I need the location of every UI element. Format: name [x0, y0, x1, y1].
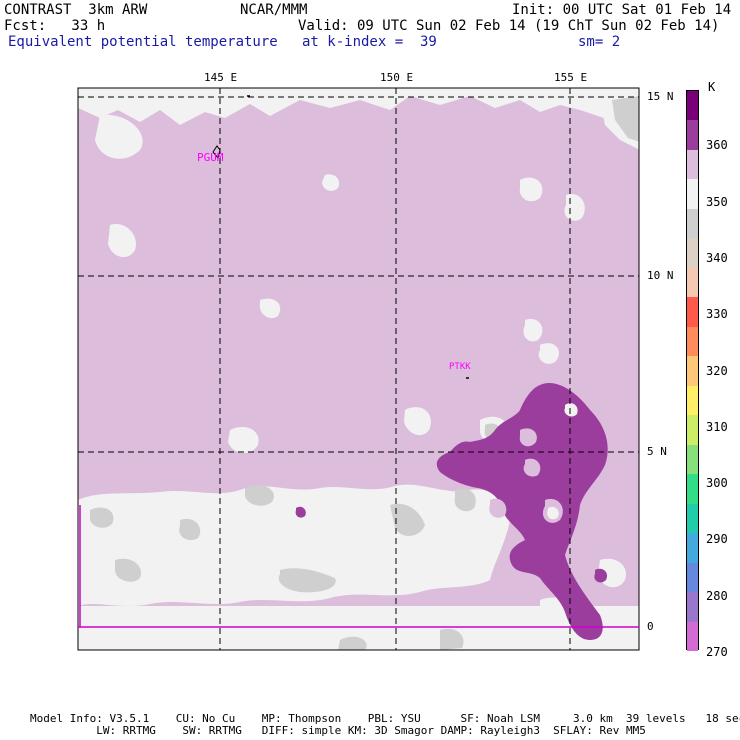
- colorbar-swatch: [687, 238, 698, 269]
- colorbar-label: 330: [706, 307, 728, 322]
- init-time: Init: 00 UTC Sat 01 Feb 14: [512, 2, 732, 18]
- model-info-line2: LW: RRTMG SW: RRTMG DIFF: simple KM: 3D …: [30, 724, 646, 737]
- field-holes-light: [547, 403, 578, 520]
- colorbar-label: 290: [706, 532, 728, 547]
- colorbar-swatch: [687, 91, 698, 121]
- colorbar-label: 360: [706, 138, 728, 153]
- colorbar-swatches: [686, 90, 699, 652]
- field-high-region: [295, 382, 608, 640]
- model-title: CONTRAST 3km ARW: [4, 2, 148, 18]
- field-grey-patches: [89, 96, 639, 650]
- colorbar-label: 320: [706, 363, 728, 378]
- field-low-patches: [78, 88, 639, 650]
- colorbar-swatch: [687, 297, 698, 328]
- smoothing: sm= 2: [578, 34, 621, 50]
- colorbar-swatch: [687, 267, 698, 298]
- level-index: at k-index = 39: [302, 34, 437, 50]
- colorbar-swatch: [687, 621, 698, 652]
- colorbar: [686, 90, 699, 652]
- model-info-line1: Model Info: V3.5.1 CU: No Cu MP: Thompso…: [30, 712, 740, 725]
- colorbar-swatch: [687, 208, 698, 239]
- colorbar-swatch: [687, 444, 698, 475]
- lat-label-10: 10 N: [647, 269, 674, 282]
- colorbar-swatch: [687, 326, 698, 357]
- field-name: Equivalent potential temperature: [8, 34, 278, 50]
- colorbar-swatch: [687, 120, 698, 151]
- lat-label-0: 0: [647, 620, 654, 633]
- colorbar-swatch: [687, 562, 698, 593]
- colorbar-label: 340: [706, 250, 728, 265]
- colorbar-swatch: [687, 474, 698, 505]
- valid-time: Valid: 09 UTC Sun 02 Feb 14 (19 ChT Sun …: [298, 18, 720, 34]
- colorbar-label: 270: [706, 644, 728, 659]
- lat-label-5: 5 N: [647, 445, 667, 458]
- colorbar-label: 350: [706, 194, 728, 209]
- forecast-hour: Fcst: 33 h: [4, 18, 106, 34]
- plot-border: [77, 87, 640, 651]
- colorbar-swatch: [687, 356, 698, 387]
- colorbar-unit: K: [708, 80, 716, 94]
- lat-label-15: 15 N: [647, 90, 674, 103]
- colorbar-swatch: [687, 385, 698, 416]
- map-field: [78, 88, 639, 650]
- colorbar-swatch: [687, 179, 698, 210]
- colorbar-swatch: [687, 533, 698, 564]
- colorbar-swatch: [687, 415, 698, 446]
- colorbar-label: 310: [706, 419, 728, 434]
- colorbar-swatch: [687, 592, 698, 623]
- lon-label-145: 145 E: [204, 71, 238, 84]
- lon-label-155: 155 E: [554, 71, 588, 84]
- guam-coast: [212, 145, 221, 160]
- colorbar-label: 300: [706, 476, 728, 491]
- colorbar-swatch: [687, 503, 698, 534]
- lat-lon-grid: [78, 88, 639, 650]
- station-ptkk: PTKK: [449, 362, 471, 372]
- colorbar-label: 280: [706, 588, 728, 603]
- lon-label-150: 150 E: [380, 71, 414, 84]
- center-title: NCAR/MMM: [240, 2, 308, 18]
- station-pgum: PGUM: [197, 151, 224, 164]
- colorbar-swatch: [687, 149, 698, 180]
